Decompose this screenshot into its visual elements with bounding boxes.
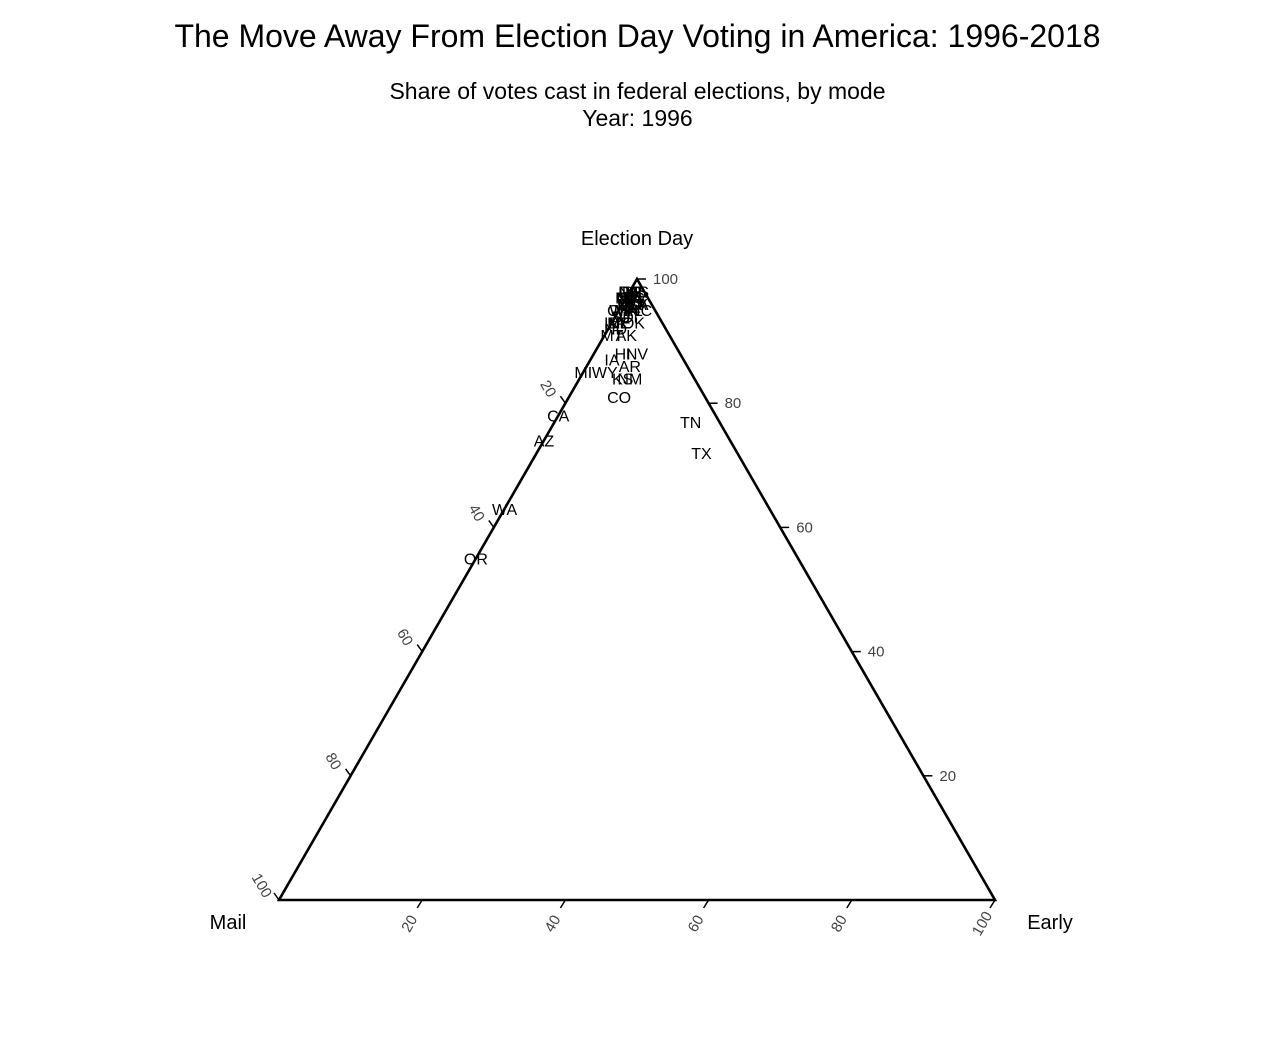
state-label-ks: KS [612, 371, 633, 388]
tick-mail-40 [488, 519, 495, 528]
state-label-nh: NH [618, 284, 641, 301]
tick-label-mail-40: 40 [465, 502, 488, 525]
tick-label-early-100: 100 [969, 909, 996, 939]
state-label-ak: AK [616, 328, 638, 345]
tick-mail-60 [416, 644, 423, 653]
state-label-ri: RI [622, 284, 638, 301]
state-label-nm: NM [617, 371, 642, 388]
state-label-la: LA [627, 297, 647, 314]
state-label-pa: PA [623, 291, 643, 308]
state-label-dc: DC [618, 284, 641, 301]
state-label-tn: TN [680, 415, 701, 432]
state-label-ut: UT [619, 309, 641, 326]
state-label-or: OR [464, 551, 488, 568]
tick-label-early-80: 80 [828, 912, 851, 935]
tick-label-early-40: 40 [541, 912, 564, 935]
state-label-md: MD [617, 297, 642, 314]
state-label-ct: CT [616, 291, 638, 308]
state-label-ma: MA [618, 297, 642, 314]
axis-title-mail: Mail [210, 912, 247, 934]
state-label-ok: OK [622, 315, 645, 332]
state-label-sc: SC [622, 291, 644, 308]
state-label-ms: MS [625, 284, 649, 301]
tick-label-election-day-20: 20 [939, 768, 956, 785]
state-label-ny: NY [615, 291, 638, 308]
tick-early-40 [559, 899, 567, 909]
state-label-mi: MI [574, 365, 592, 382]
tick-label-early-20: 20 [398, 912, 421, 935]
state-label-tx: TX [691, 446, 712, 463]
state-label-ky: KY [626, 297, 648, 314]
tick-mail-80 [344, 768, 352, 777]
chart-subtitle: Share of votes cast in federal elections… [0, 78, 1275, 132]
state-label-me: ME [607, 315, 631, 332]
triangle-frame [276, 276, 998, 902]
axis-title-early: Early [1027, 912, 1073, 934]
axis-title-election-day: Election Day [581, 228, 693, 250]
state-label-ia: IA [604, 353, 619, 370]
tick-label-election-day-100: 100 [653, 271, 678, 288]
state-label-de: DE [619, 284, 641, 301]
state-label-nv: NV [626, 347, 649, 364]
year-label: Year: 1996 [582, 105, 693, 131]
state-label-oh: OH [607, 303, 631, 320]
tick-mail-20 [559, 395, 567, 404]
state-label-wv: WV [621, 291, 647, 308]
state-label-va: VA [623, 291, 643, 308]
state-label-mo: MO [617, 297, 643, 314]
state-label-in: IN [625, 291, 641, 308]
state-label-ca: CA [547, 409, 570, 426]
state-label-ga: GA [625, 297, 648, 314]
state-label-mn: MN [614, 303, 639, 320]
state-label-co: CO [607, 390, 631, 407]
state-label-nj: NJ [616, 291, 636, 308]
state-label-mt: MT [600, 328, 623, 345]
state-label-al: AL [627, 284, 647, 301]
state-label-ar: AR [619, 359, 641, 376]
state-label-vt: VT [612, 309, 633, 326]
tick-label-mail-20: 20 [536, 377, 559, 400]
chart-title: The Move Away From Election Day Voting i… [174, 18, 1101, 54]
state-label-hi: HI [615, 347, 631, 364]
state-label-ne: NE [608, 315, 630, 332]
tick-label-election-day-80: 80 [725, 395, 742, 412]
tick-label-election-day-60: 60 [796, 519, 813, 536]
tick-mail-100 [273, 892, 280, 901]
state-label-wa: WA [492, 502, 518, 519]
state-label-nc: NC [629, 303, 652, 320]
state-label-fl: FL [624, 303, 643, 320]
tick-label-mail-100: 100 [248, 871, 275, 901]
tick-label-mail-80: 80 [322, 750, 345, 773]
subtitle-text: Share of votes cast in federal elections… [389, 78, 886, 104]
tick-label-election-day-40: 40 [868, 644, 885, 661]
state-label-id: ID [604, 315, 620, 332]
state-label-nd: ND [604, 322, 627, 339]
tick-label-mail-60: 60 [393, 626, 416, 649]
tick-label-early-60: 60 [685, 912, 708, 935]
tick-early-60 [702, 899, 710, 909]
triangle-border [276, 276, 998, 902]
state-label-wy: WY [592, 365, 618, 382]
state-label-az: AZ [534, 433, 555, 450]
state-label-sd: SD [612, 309, 634, 326]
tick-early-100 [989, 899, 996, 909]
tick-early-80 [846, 899, 853, 909]
axis-titles: Election Day Mail Early [210, 228, 1073, 934]
state-label-wi: WI [609, 303, 629, 320]
state-label-il: IL [623, 297, 636, 314]
tick-early-20 [416, 899, 423, 909]
